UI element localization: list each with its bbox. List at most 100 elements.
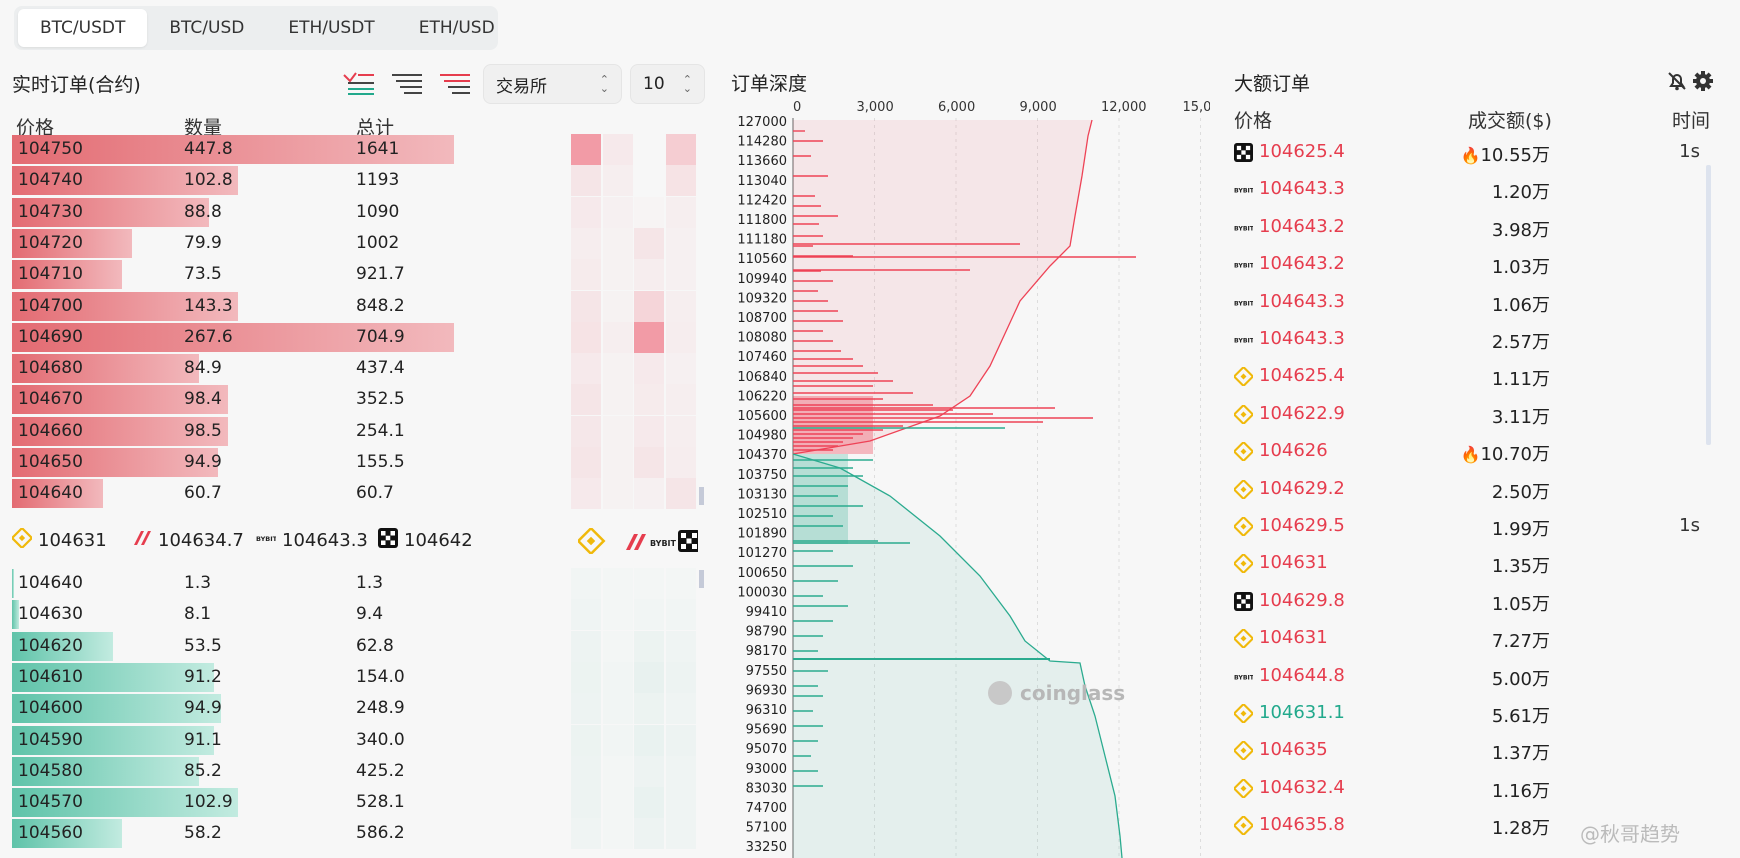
heat-cell [666, 196, 696, 228]
ask-row[interactable]: 104640 60.7 60.7 [12, 478, 492, 509]
ticker-bybit: BYBIT 104643.3 [256, 528, 368, 553]
big-order-amount-value: 2.57万 [1491, 332, 1550, 353]
big-orders-scrollbar[interactable] [1706, 165, 1711, 445]
ask-row[interactable]: 104660 98.5 254.1 [12, 416, 492, 447]
y-tick-label: 109940 [737, 272, 787, 287]
big-order-row[interactable]: BYBIT 104644.8 5.00万 [1234, 658, 1714, 695]
ask-depth-bar [12, 416, 228, 446]
bid-total: 586.2 [356, 823, 405, 844]
ask-row[interactable]: 104750 447.8 1641 [12, 134, 492, 165]
heat-cell [634, 818, 664, 850]
big-order-row[interactable]: BYBIT 104643.3 1.20万 [1234, 171, 1714, 208]
big-order-row[interactable]: 104631 7.27万 [1232, 620, 1714, 657]
ask-depth-bar [12, 354, 200, 384]
heat-cell [603, 662, 633, 693]
y-tick-label: 101270 [737, 546, 787, 561]
ask-qty: 94.9 [184, 452, 222, 472]
bid-row[interactable]: 104590 91.1 340.0 [12, 725, 492, 756]
svg-text:BYBIT: BYBIT [1234, 263, 1253, 270]
ask-qty: 98.5 [184, 420, 222, 441]
ticker-price: 104643.3 [282, 530, 368, 551]
big-order-row[interactable]: BYBIT 104643.2 3.98万 [1234, 209, 1714, 246]
y-tick-label: 100650 [737, 566, 787, 581]
bell-off-icon[interactable] [1666, 70, 1688, 92]
exchange-select[interactable]: 交易所 ⌃ ⌄ [483, 64, 622, 104]
heat-cell [571, 568, 601, 599]
bitmex-icon [132, 528, 152, 553]
big-order-amount: 2.50万 [1492, 478, 1550, 504]
big-order-row[interactable]: 104629.2 2.50万 [1232, 471, 1714, 508]
bid-row[interactable]: 104630 8.1 9.4 [12, 599, 492, 630]
ask-price: 104720 [18, 232, 83, 253]
gear-icon[interactable] [1692, 70, 1714, 92]
ask-row[interactable]: 104700 143.3 848.2 [12, 291, 492, 322]
chevron-updown-icon: ⌃ ⌄ [682, 73, 692, 95]
ask-row[interactable]: 104720 79.9 1002 [12, 228, 492, 259]
ask-row[interactable]: 104670 98.4 352.5 [12, 384, 492, 415]
ask-total: 1002 [356, 232, 400, 253]
y-tick-label: 33250 [746, 840, 787, 855]
ask-qty: 98.4 [184, 389, 222, 410]
view-both-icon[interactable] [342, 70, 376, 96]
ask-price: 104750 [18, 139, 83, 159]
y-tick-label: 110560 [737, 252, 787, 267]
big-order-row[interactable]: 104632.4 1.16万 [1232, 770, 1714, 807]
bid-row[interactable]: 104580 85.2 425.2 [12, 756, 492, 787]
depth-select[interactable]: 10 ⌃ ⌄ [630, 64, 705, 104]
big-col-amount: 成交额($) [1468, 110, 1552, 132]
big-order-row[interactable]: 104631 1.35万 [1232, 545, 1714, 582]
heat-cell [571, 321, 601, 353]
ask-row[interactable]: 104690 267.6 704.9 [12, 322, 492, 353]
big-order-row[interactable]: 104625.4 🔥10.55万 1s [1234, 134, 1714, 171]
big-order-row[interactable]: BYBIT 104643.3 2.57万 [1234, 321, 1714, 358]
bid-row[interactable]: 104570 102.9 528.1 [12, 787, 492, 818]
y-tick-label: 107460 [737, 350, 787, 365]
view-bids-icon[interactable] [390, 70, 424, 96]
asks-scrollbar[interactable] [699, 487, 704, 505]
view-asks-icon[interactable] [438, 70, 472, 96]
bid-row[interactable]: 104620 53.5 62.8 [12, 631, 492, 662]
y-tick-label: 108080 [737, 331, 787, 346]
big-order-row[interactable]: 104631.1 5.61万 [1232, 695, 1714, 732]
bid-depth-bar [12, 694, 221, 724]
big-order-row[interactable]: 104629.5 1.99万 1s [1232, 508, 1714, 545]
y-tick-label: 104980 [737, 429, 787, 444]
big-order-row[interactable]: 104635.8 1.28万 [1232, 807, 1714, 844]
big-order-price: 104635.8 [1259, 814, 1345, 836]
bid-row[interactable]: 104610 91.2 154.0 [12, 662, 492, 693]
bids-scrollbar[interactable] [699, 570, 704, 588]
y-tick-label: 96310 [746, 703, 787, 718]
ask-depth-bar [12, 166, 238, 196]
ask-row[interactable]: 104650 94.9 155.5 [12, 447, 492, 478]
big-order-row[interactable]: 104626 🔥10.70万 [1232, 433, 1714, 470]
bid-row[interactable]: 104560 58.2 586.2 [12, 818, 492, 849]
ask-row[interactable]: 104740 102.8 1193 [12, 165, 492, 196]
big-order-row[interactable]: 104622.9 3.11万 [1232, 396, 1714, 433]
ticker-bitmex: 104634.7 [132, 528, 244, 553]
big-order-row[interactable]: BYBIT 104643.3 1.06万 [1234, 284, 1714, 321]
big-order-row[interactable]: BYBIT 104643.2 1.03万 [1234, 246, 1714, 283]
heat-cell [634, 693, 664, 725]
big-order-row[interactable]: 104635 1.37万 [1232, 732, 1714, 769]
tab-eth-usdt[interactable]: ETH/USDT [288, 18, 375, 38]
y-tick-label: 97550 [746, 664, 787, 679]
ask-row[interactable]: 104710 73.5 921.7 [12, 259, 492, 290]
tab-btc-usdt[interactable]: BTC/USDT [18, 9, 148, 47]
bid-row[interactable]: 104640 1.3 1.3 [12, 568, 492, 599]
bid-depth-bar [12, 631, 113, 661]
big-order-amount-value: 1.35万 [1491, 556, 1550, 578]
coinglass-logo-icon [988, 681, 1012, 705]
big-order-row[interactable]: 104629.8 1.05万 [1234, 583, 1714, 620]
heat-cell [666, 755, 696, 787]
tab-eth-usd[interactable]: ETH/USD [418, 18, 495, 38]
ask-row[interactable]: 104730 88.8 1090 [12, 197, 492, 228]
big-order-amount: 🔥10.55万 [1461, 141, 1550, 167]
heat-cell [603, 599, 633, 630]
big-order-row[interactable]: 104625.4 1.11万 [1232, 358, 1714, 395]
svg-text:BYBIT: BYBIT [1234, 225, 1253, 232]
tab-btc-usd[interactable]: BTC/USD [169, 18, 245, 38]
ask-row[interactable]: 104680 84.9 437.4 [12, 353, 492, 384]
bid-row[interactable]: 104600 94.9 248.9 [12, 693, 492, 724]
big-order-amount: 3.98万 [1492, 216, 1550, 242]
big-order-amount-value: 1.37万 [1491, 743, 1550, 765]
